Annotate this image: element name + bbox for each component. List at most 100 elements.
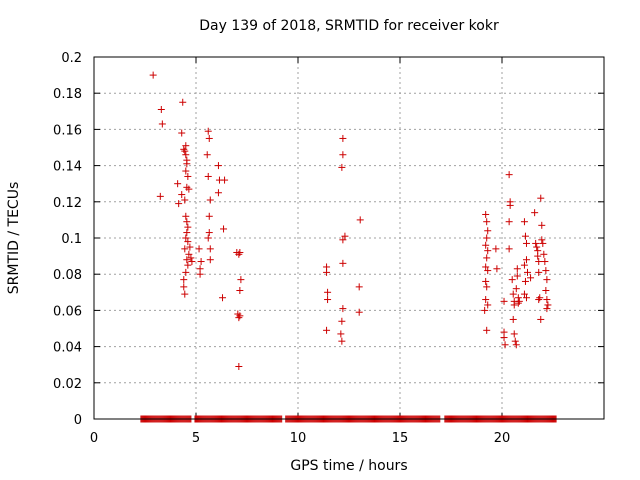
data-point (156, 192, 164, 200)
data-point (535, 268, 543, 276)
x-tick-label: 0 (90, 431, 98, 446)
data-point (541, 258, 549, 266)
data-point (505, 171, 513, 179)
data-point (510, 330, 518, 338)
data-point (505, 245, 513, 253)
data-point (500, 334, 508, 342)
data-point (513, 265, 521, 273)
data-point (183, 256, 191, 264)
data-point (185, 250, 193, 258)
data-point (204, 172, 212, 180)
data-point (521, 277, 529, 285)
data-point (197, 258, 205, 266)
data-point (535, 296, 543, 304)
data-point (534, 252, 542, 260)
data-point (501, 341, 509, 349)
data-point (180, 145, 188, 153)
data-point (323, 268, 331, 276)
data-point (483, 326, 491, 334)
data-point (206, 256, 214, 264)
data-point (184, 238, 192, 246)
data-point (542, 267, 550, 275)
data-point (178, 191, 186, 199)
data-point (483, 218, 491, 226)
data-point (514, 299, 522, 307)
y-tick-label: 0.18 (53, 87, 82, 102)
data-point (482, 263, 490, 271)
tick-labels: 0 0.02 0.04 0.06 0.08 0.1 0.12 0.14 0.16 0.18 0.2 0… (53, 51, 510, 446)
y-tick-label: 0.14 (53, 160, 82, 175)
data-point (505, 218, 513, 226)
data-point (339, 134, 347, 142)
data-point (511, 337, 519, 345)
data-point (186, 243, 194, 251)
data-point (484, 301, 492, 309)
data-point (500, 297, 508, 305)
data-point (513, 272, 521, 280)
data-point (219, 294, 227, 302)
data-point (237, 276, 245, 284)
data-point (220, 225, 228, 233)
data-point (184, 172, 192, 180)
data-point (515, 297, 523, 305)
data-point (175, 200, 183, 208)
data-point (540, 250, 548, 258)
data-point (533, 243, 541, 251)
data-point (183, 229, 191, 237)
data-point (181, 290, 189, 298)
data-point (355, 283, 363, 291)
data-point (484, 227, 492, 235)
data-point (149, 71, 157, 79)
y-tick-label: 0.06 (53, 304, 82, 319)
data-point (522, 239, 530, 247)
data-point (181, 196, 189, 204)
data-point (205, 212, 213, 220)
data-point (510, 301, 518, 309)
data-point (544, 301, 552, 309)
data-point (356, 216, 364, 224)
data-point (512, 285, 520, 293)
data-point (236, 248, 244, 256)
data-point (204, 127, 212, 135)
y-tick-label: 0.1 (61, 232, 82, 247)
data-point (506, 201, 514, 209)
data-point (532, 239, 540, 247)
data-point (537, 194, 545, 202)
data-point (205, 134, 213, 142)
data-point (512, 341, 520, 349)
data-point (522, 256, 530, 264)
data-point (482, 210, 490, 218)
data-point (482, 277, 490, 285)
data-point (521, 232, 529, 240)
data-point (527, 274, 535, 282)
x-tick-label: 20 (494, 431, 511, 446)
data-point (492, 245, 500, 253)
data-point (236, 286, 244, 294)
chart-title: Day 139 of 2018, SRMTID for receiver kok… (199, 18, 499, 34)
data-point (543, 296, 551, 304)
data-point (484, 267, 492, 275)
data-point (536, 294, 544, 302)
data-point (542, 286, 550, 294)
data-point (180, 276, 188, 284)
y-tick-label: 0.2 (61, 51, 82, 66)
data-point (180, 283, 188, 291)
data-point (535, 258, 543, 266)
data-point (236, 312, 244, 320)
data-point (520, 218, 528, 226)
y-tick-label: 0.04 (53, 341, 82, 356)
data-point (182, 167, 190, 175)
data-point (187, 254, 195, 262)
x-axis-title: GPS time / hours (290, 458, 407, 474)
data-point (235, 314, 243, 322)
data-point (543, 305, 551, 313)
data-point (235, 363, 243, 371)
data-point (183, 160, 191, 168)
data-point (483, 283, 491, 291)
data-point (196, 270, 204, 278)
data-point (483, 234, 491, 242)
data-point (324, 296, 332, 304)
data-point (206, 196, 214, 204)
data-point (509, 290, 517, 298)
